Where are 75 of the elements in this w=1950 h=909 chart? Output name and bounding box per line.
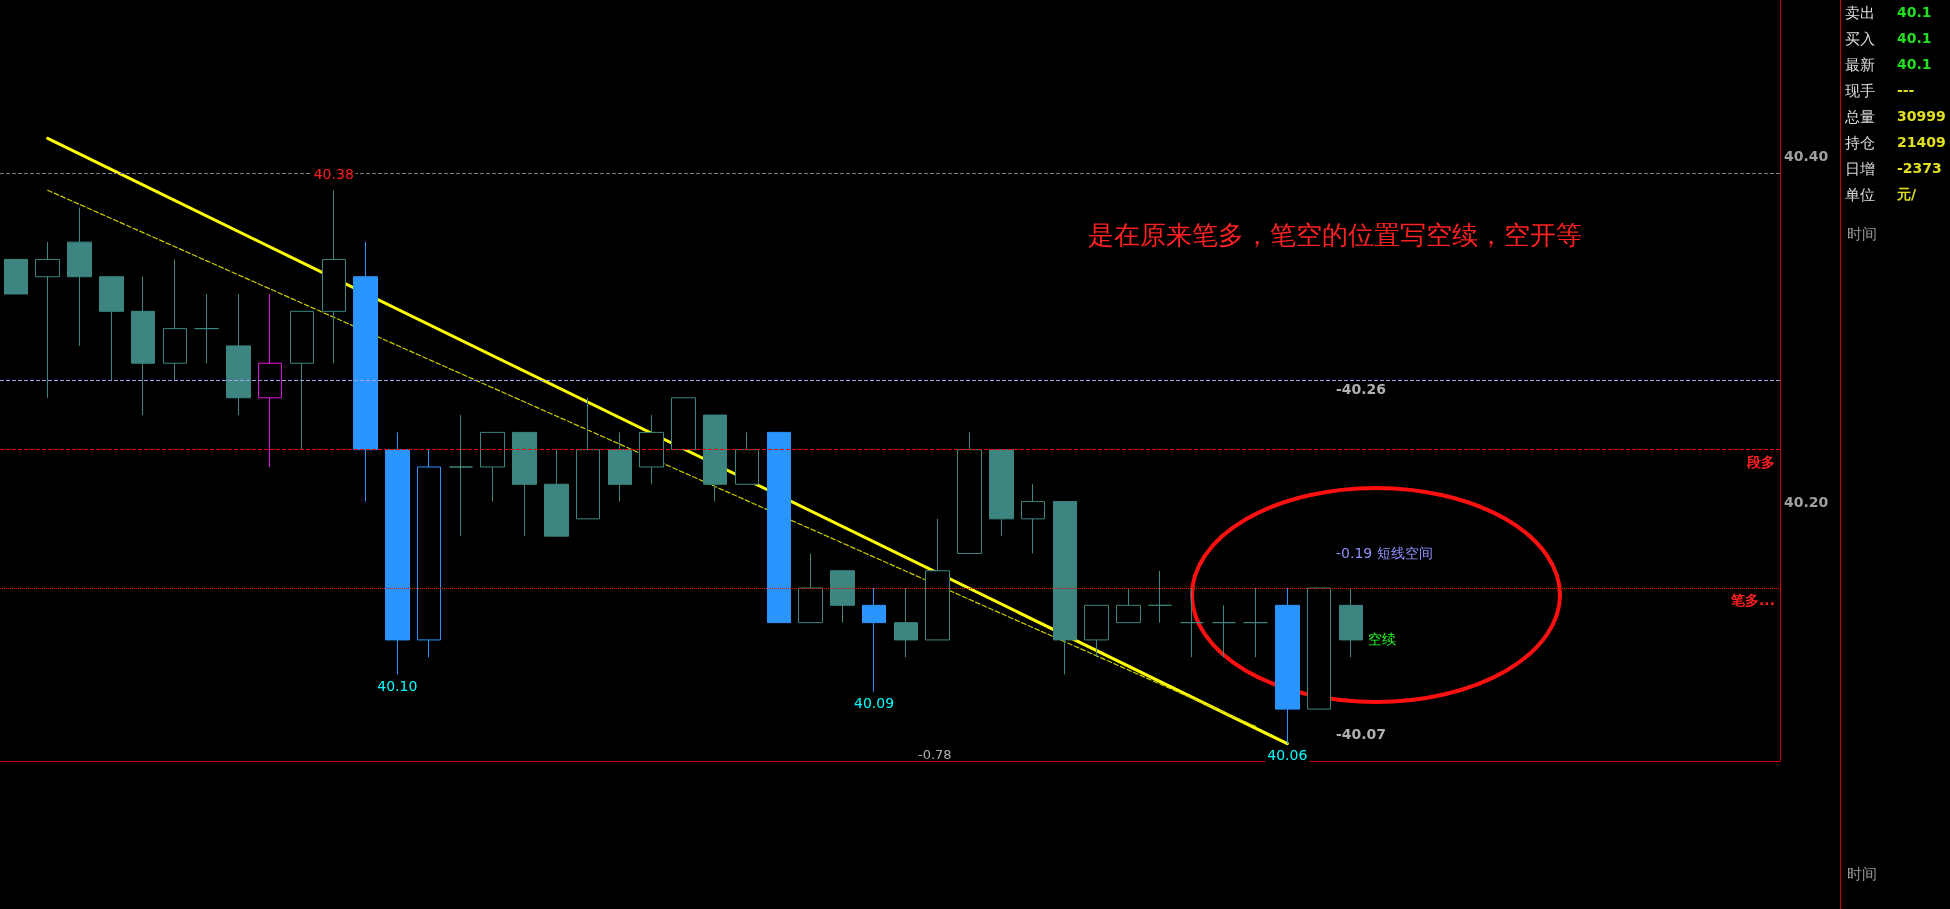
candlestick (67, 207, 92, 347)
candlestick (1116, 587, 1141, 624)
candlestick (894, 587, 918, 658)
candlestick (1021, 483, 1045, 554)
candlestick (735, 431, 759, 485)
text: 持仓 (1845, 134, 1875, 153)
text: 40.06 (1267, 746, 1308, 763)
candlestick (353, 241, 378, 503)
candlestick (1307, 587, 1331, 710)
annotation: 空续 (1368, 631, 1396, 647)
candlestick (449, 414, 473, 537)
candlestick (163, 258, 187, 381)
candlestick (417, 449, 441, 658)
text: 40.38 (313, 166, 354, 183)
text: 时间 (1847, 865, 1877, 884)
candlestick (957, 431, 982, 554)
candlestick (1148, 570, 1172, 624)
candlestick (131, 276, 155, 416)
candlestick (258, 293, 282, 468)
text: 总量 (1845, 108, 1875, 127)
candlestick (322, 189, 346, 364)
text: 40.1 (1897, 30, 1932, 46)
ref-line-label: 笔多... (1730, 592, 1775, 609)
candlestick (512, 431, 537, 537)
y-tick-label: 40.20 (1784, 493, 1829, 510)
candlestick (544, 449, 569, 537)
candlestick (226, 293, 251, 416)
candlestick (576, 397, 600, 520)
candlestick (989, 449, 1014, 537)
text: -2373 (1897, 160, 1942, 176)
candlestick (608, 431, 632, 503)
text: 现手 (1845, 82, 1875, 101)
candlestick (830, 570, 855, 624)
candlestick (925, 518, 950, 641)
text: 40.10 (377, 677, 418, 694)
candlestick (671, 397, 696, 451)
text: 最新 (1845, 56, 1875, 75)
text: 日增 (1845, 160, 1875, 179)
annotation: -40.26 (1336, 381, 1387, 397)
annotation: 是在原来笔多，笔空的位置写空续，空开等 (1088, 220, 1582, 250)
text: 21409 (1897, 134, 1946, 150)
ref-line-label: 段多 (1746, 453, 1775, 470)
text: 元/ (1897, 186, 1917, 204)
text: 40.1 (1897, 4, 1932, 20)
candlestick (798, 552, 823, 624)
candlestick (1243, 587, 1268, 658)
annotation: -0.78 (918, 747, 952, 762)
text: 单位 (1845, 186, 1875, 205)
candlestick (767, 431, 791, 624)
candlestick (1084, 604, 1109, 658)
text: 40.09 (854, 694, 895, 711)
candlestick (385, 431, 410, 676)
annotation: -40.07 (1336, 726, 1387, 742)
candlestick (703, 414, 727, 503)
candlestick (862, 587, 886, 693)
y-tick-label: 40.40 (1784, 147, 1829, 164)
candlestick (1180, 587, 1204, 658)
annotation: -0.19 短线空间 (1336, 545, 1433, 561)
text: 时间 (1847, 225, 1877, 244)
candlestick (35, 241, 60, 399)
candlestick (639, 414, 664, 485)
candlestick (99, 276, 124, 381)
text: --- (1897, 82, 1915, 98)
text: 30999 (1897, 108, 1946, 124)
candlestick (1053, 501, 1077, 676)
text: 40.1 (1897, 56, 1932, 72)
candlestick (194, 293, 219, 364)
text: 买入 (1845, 30, 1875, 49)
candlestick (1339, 587, 1363, 658)
text: 卖出 (1845, 4, 1875, 23)
candlestick (290, 310, 314, 451)
candlestick (1275, 587, 1300, 745)
candlestick (480, 431, 505, 503)
candlestick (1212, 604, 1236, 658)
candlestick (4, 258, 28, 295)
